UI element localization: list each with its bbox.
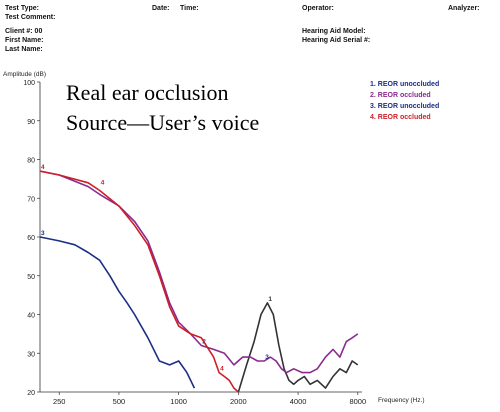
y-tick-label: 60 xyxy=(27,235,35,242)
x-tick-label: 500 xyxy=(113,397,126,406)
series-marker-1: 1 xyxy=(268,296,272,303)
y-tick-label: 90 xyxy=(27,119,35,126)
x-tick-label: 250 xyxy=(53,397,66,406)
legend-item-4: 4. REOR occluded xyxy=(370,114,431,121)
annotation-line-1: Real ear occlusion xyxy=(66,80,229,105)
y-tick-label: 70 xyxy=(27,196,35,203)
test-comment-label: Test Comment: xyxy=(5,14,56,21)
series-marker-3: 3 xyxy=(265,354,269,361)
series-line-3 xyxy=(39,236,196,389)
time-label: Time: xyxy=(180,5,199,12)
series-marker-3: 3 xyxy=(41,230,45,237)
x-tick-label: 2000 xyxy=(230,397,247,406)
x-tick-label: 4000 xyxy=(290,397,307,406)
hearing-aid-serial-label: Hearing Aid Serial #: xyxy=(302,37,371,44)
x-tick-label: 1000 xyxy=(170,397,187,406)
legend-item-1: 1. REOR unoccluded xyxy=(370,81,440,88)
y-tick-label: 30 xyxy=(27,351,35,358)
y-tick-label: 20 xyxy=(27,390,35,397)
y-tick-label: 50 xyxy=(27,274,35,281)
last-name-label: Last Name: xyxy=(5,46,43,53)
x-axis-label: Frequency (Hz.) xyxy=(378,397,425,404)
test-type-label: Test Type: xyxy=(5,5,39,12)
analyzer-label: Analyzer: xyxy=(448,5,480,12)
series-marker-4: 4 xyxy=(220,366,224,373)
client-number-label: Client #: 00 xyxy=(5,28,43,35)
series-line-2 xyxy=(39,170,359,374)
y-tick-label: 80 xyxy=(27,158,35,165)
annotation-line-2: Source—User’s voice xyxy=(66,110,260,135)
y-axis-label: Amplitude (dB) xyxy=(3,71,46,78)
y-tick-label: 40 xyxy=(27,313,35,320)
legend-item-2: 2. REOR occluded xyxy=(370,92,431,99)
y-tick-label: 100 xyxy=(23,80,35,87)
x-tick-label: 8000 xyxy=(349,397,366,406)
chart-axes: 20 30 40 50 60 70 80 90 100 250 500 1000 2000 4000 800… xyxy=(23,80,366,406)
hearing-aid-model-label: Hearing Aid Model: xyxy=(302,28,366,35)
legend-item-3: 3. REOR unoccluded xyxy=(370,103,440,110)
series-marker-4: 4 xyxy=(41,164,45,171)
date-label: Date: xyxy=(152,5,170,12)
first-name-label: First Name: xyxy=(5,37,44,44)
series-line-4 xyxy=(39,170,239,393)
operator-label: Operator: xyxy=(302,5,334,12)
series-line-1 xyxy=(237,302,359,393)
series-marker-4: 4 xyxy=(101,180,105,187)
